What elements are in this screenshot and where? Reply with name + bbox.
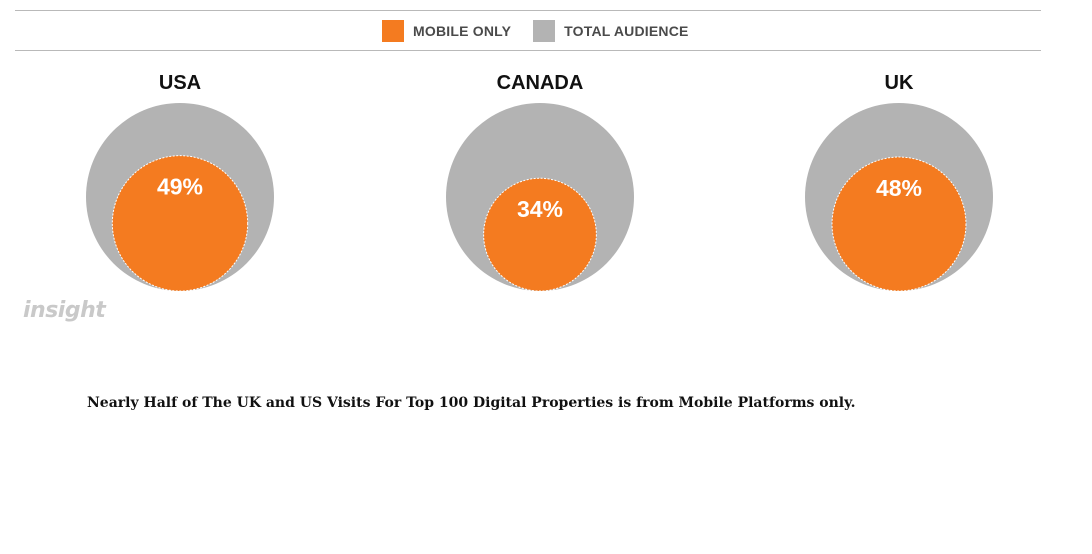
legend-swatch-total-audience <box>533 20 556 42</box>
mobile-only-circle-uk <box>831 156 967 292</box>
chart-legend: MOBILE ONLY TOTAL AUDIENCE <box>382 19 711 43</box>
legend-label-total-audience: TOTAL AUDIENCE <box>564 23 689 39</box>
category-label-usa: USA <box>159 72 201 94</box>
legend-top-rule <box>15 10 1041 11</box>
mobile-only-circle-usa <box>111 155 249 292</box>
value-label-usa: 49% <box>157 174 203 200</box>
mobile-only-circle-canada <box>483 177 597 292</box>
legend-swatch-mobile-only <box>382 20 404 42</box>
chart-caption: Nearly Half of The UK and US Visits For … <box>87 395 856 411</box>
legend-label-mobile-only: MOBILE ONLY <box>413 23 512 39</box>
nested-circle-chart: USA 49% CANADA 34% UK 48% <box>86 72 993 292</box>
category-label-uk: UK <box>885 72 914 94</box>
value-label-uk: 48% <box>876 175 922 201</box>
legend-item-total-audience: TOTAL AUDIENCE <box>533 20 688 42</box>
value-label-canada: 34% <box>517 196 563 222</box>
insight-watermark-logo: insight <box>23 298 106 323</box>
legend-item-mobile-only: MOBILE ONLY <box>382 20 511 42</box>
legend-bottom-rule <box>15 50 1041 51</box>
category-label-canada: CANADA <box>497 72 584 94</box>
